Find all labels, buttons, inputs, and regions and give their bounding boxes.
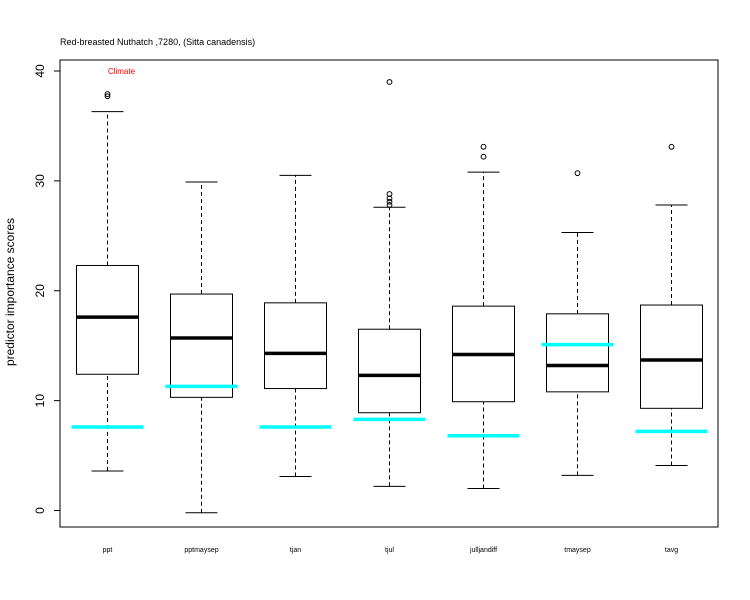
climate-annotation: Climate (108, 67, 136, 76)
iqr-box (546, 313, 609, 393)
outlier-point (104, 93, 111, 100)
outlier-point (480, 153, 487, 160)
iqr-box (76, 264, 139, 375)
y-tick-label: 0 (33, 507, 47, 514)
iqr-box (358, 328, 421, 414)
iqr-box (264, 302, 327, 390)
y-tick-label: 40 (33, 64, 47, 78)
category-label-tjan: tjan (290, 547, 301, 554)
category-label-tmaysep: tmaysep (564, 547, 591, 554)
outlier-point (386, 202, 393, 208)
boxes (71, 79, 708, 514)
box-ppt (71, 91, 144, 472)
box-julljandiff (447, 143, 520, 490)
category-labels: ppt pptmaysep tjan tjul julljandiff tmaysep ta… (103, 547, 679, 554)
outlier-point (668, 143, 675, 150)
outlier-point (104, 91, 111, 97)
category-label-julljandiff: julljandiff (469, 547, 497, 554)
outlier-point (386, 191, 393, 197)
box-tjan (259, 174, 332, 477)
y-tick-label: 30 (33, 174, 47, 188)
outlier-point (386, 79, 393, 85)
category-label-tavg: tavg (665, 547, 678, 554)
y-axis-label: predictor importance scores (3, 218, 17, 366)
chart-title: Red-breasted Nuthatch ,7280, (Sitta cana… (60, 37, 255, 47)
outlier-point (574, 170, 581, 177)
box-tjul (353, 79, 426, 487)
iqr-box (170, 293, 233, 398)
outlier-point (386, 198, 393, 205)
iqr-box (640, 304, 703, 409)
box-pptmaysep (165, 181, 238, 514)
category-label-ppt: ppt (103, 547, 113, 554)
category-label-tjul: tjul (385, 547, 394, 554)
box-tavg (635, 143, 708, 466)
y-tick-label: 10 (33, 394, 47, 408)
y-axis: 0 10 20 30 40 (33, 64, 61, 514)
outlier-point (480, 143, 487, 150)
box-tmaysep (541, 170, 614, 476)
category-label-pptmaysep: pptmaysep (184, 547, 218, 554)
y-tick-label: 20 (33, 284, 47, 298)
